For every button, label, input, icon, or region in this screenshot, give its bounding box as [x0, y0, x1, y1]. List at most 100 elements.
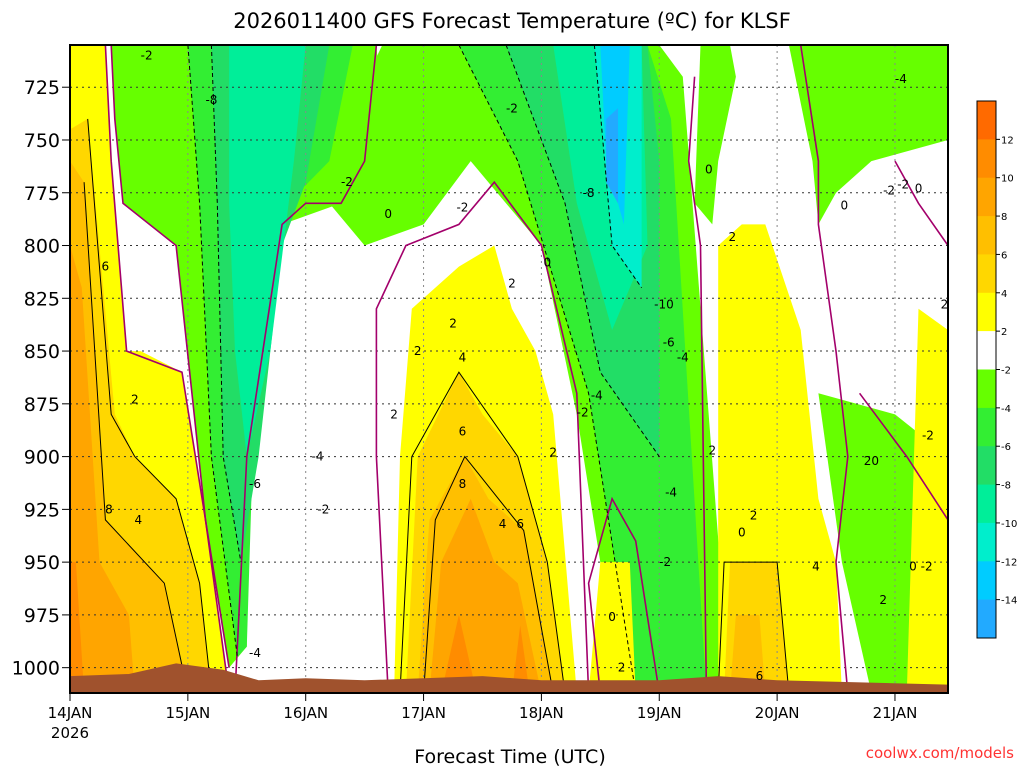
contour-label-18: 8: [459, 477, 467, 491]
colorbar-swatch-5: [977, 254, 996, 294]
contour-label-51: -4: [895, 72, 907, 86]
y-tick-label-1000: 1000: [12, 658, 60, 680]
colorbar-swatch-8: [977, 369, 996, 409]
colorbar-swatch-14: [977, 599, 996, 639]
contour-label-40: 2: [750, 509, 758, 523]
colorbar-tick-label-10: -8: [1001, 481, 1011, 492]
colorbar-tick-label-4: 6: [1001, 250, 1007, 261]
colorbar-swatch-11: [977, 484, 996, 524]
contour-label-33: -2: [659, 555, 671, 569]
x-tick-label-19JAN: 19JAN: [637, 704, 682, 722]
colorbar-tick-label-12: -12: [1001, 557, 1017, 568]
contour-label-38: 0: [840, 198, 848, 212]
x-tick-label-17JAN: 17JAN: [401, 704, 446, 722]
contour-label-41: 0: [738, 526, 746, 540]
contour-label-30: -6: [663, 336, 675, 350]
contour-line-16: [210, 44, 242, 563]
contour-label-44: 20: [864, 454, 879, 468]
contour-label-43: 4: [812, 559, 820, 573]
contour-label-3: 4: [135, 513, 143, 527]
contour-label-47: -2: [922, 428, 934, 442]
contour-line-8: [894, 160, 949, 246]
contour-label-27: -4: [591, 388, 603, 402]
contour-label-4: 2: [131, 393, 139, 407]
colorbar-tick-label-11: -10: [1001, 519, 1017, 530]
contour-label-17: 6: [459, 424, 467, 438]
colorbar-swatch-6: [977, 292, 996, 332]
contour-label-14: 2: [414, 344, 422, 358]
contour-label-52: 2: [941, 298, 949, 312]
contour-label-5: -2: [141, 49, 153, 63]
temp-region-14: [441, 614, 477, 693]
contour-label-35: 2: [618, 661, 626, 675]
contour-line-9: [858, 392, 949, 521]
y-tick-label-800: 800: [24, 236, 60, 258]
temperature-fills: [70, 45, 948, 694]
contour-label-32: -4: [665, 485, 677, 499]
colorbar-tick-label-2: 10: [1001, 174, 1014, 185]
colorbar-tick-label-3: 8: [1001, 212, 1007, 223]
x-axis-ticks: 14JAN 15JAN 16JAN 17JAN 18JAN 19JAN 20JAN 21JAN: [48, 693, 917, 722]
y-tick-label-775: 775: [24, 183, 60, 205]
colorbar-tick-label-13: -14: [1001, 596, 1017, 607]
x-tick-label-14JAN: 14JAN: [48, 704, 93, 722]
contour-line-11: [83, 182, 189, 694]
colorbar-tick-label-5: 4: [1001, 289, 1007, 300]
x-tick-label-15JAN: 15JAN: [165, 704, 210, 722]
colorbar-tick-label-1: 12: [1001, 135, 1014, 146]
contour-label-24: -2: [506, 101, 518, 115]
contour-label-26: -2: [577, 405, 589, 419]
credit-text: coolwx.com/models: [866, 744, 1014, 762]
y-tick-label-850: 850: [24, 341, 60, 363]
contour-label-48: -2: [883, 184, 895, 198]
colorbar-tick-label-9: -6: [1001, 442, 1011, 453]
contour-label-2: 8: [105, 502, 113, 516]
temp-region-28: [694, 45, 736, 225]
contour-label-21: 2: [508, 277, 516, 291]
temp-region-15: [511, 625, 530, 693]
x-tick-label-20JAN: 20JAN: [755, 704, 800, 722]
contour-line-15: [187, 44, 238, 658]
contour-label-13: 2: [390, 407, 398, 421]
y-tick-label-725: 725: [24, 77, 60, 99]
y-tick-label-950: 950: [24, 552, 60, 574]
y-tick-label-975: 975: [24, 605, 60, 627]
temp-region-5: [70, 562, 85, 693]
contour-line-2: [110, 44, 230, 668]
contour-label-8: -4: [249, 646, 261, 660]
temp-region-30: [906, 308, 948, 693]
colorbar-swatch-9: [977, 407, 996, 447]
contour-label-11: -2: [341, 175, 353, 189]
contour-label-31: -4: [677, 350, 689, 364]
colorbar: 12 10 8 6 4 2 -2 -4 -6 -8 -10 -12 -14: [976, 100, 1017, 639]
contour-label-36: 2: [708, 443, 716, 457]
y-tick-label-925: 925: [24, 499, 60, 521]
contour-label-29: -10: [654, 298, 674, 312]
y-tick-label-900: 900: [24, 447, 60, 469]
terrain-surface: [70, 663, 948, 693]
contour-label-15: 2: [449, 317, 457, 331]
contour-label-20: 6: [516, 517, 524, 531]
x-tick-label-16JAN: 16JAN: [283, 704, 328, 722]
colorbar-tick-label-7: -2: [1001, 366, 1011, 377]
grid-lines: [70, 45, 948, 693]
temp-region-26: [730, 614, 766, 693]
contour-line-4: [375, 180, 590, 694]
x-tick-label-18JAN: 18JAN: [519, 704, 564, 722]
contour-line-7: [799, 44, 849, 694]
contour-label-23: -2: [456, 201, 468, 215]
contour-label-46: 0 -2: [909, 559, 932, 573]
contour-label-19: 4: [499, 517, 507, 531]
y-tick-label-750: 750: [24, 130, 60, 152]
temp-region-9: [229, 45, 306, 457]
contour-label-49: -2: [897, 177, 909, 191]
colorbar-swatch-1: [977, 101, 996, 140]
colorbar-swatch-10: [977, 446, 996, 486]
terrain: [70, 663, 948, 693]
colorbar-tick-label-6: 2: [1001, 327, 1007, 338]
colorbar-swatch-2: [977, 139, 996, 179]
y-axis-ticks: 725 750 775 800 825 850 875 900 925 950 975 1000: [12, 77, 70, 680]
contour-line-5: [587, 496, 661, 694]
